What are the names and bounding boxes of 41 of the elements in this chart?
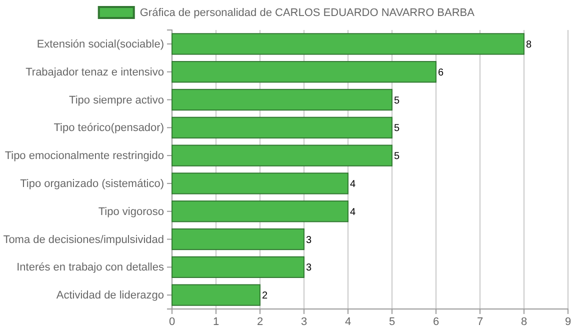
x-tick-label: 0 [168, 316, 176, 328]
y-tick-label: Tipo emocionalmente restringido [4, 150, 164, 162]
data-label: 5 [394, 123, 400, 134]
data-label: 4 [350, 178, 356, 190]
data-label: 3 [306, 262, 312, 274]
data-label: 8 [526, 39, 532, 50]
bar [172, 200, 348, 222]
bar [172, 33, 524, 55]
data-label: 5 [394, 151, 400, 162]
x-tick-label: 5 [388, 316, 396, 328]
x-tick-label: 2 [256, 316, 264, 328]
y-tick-label: Trabajador tenaz e intensivo [26, 66, 164, 78]
y-tick-label: Extensión social(sociable) [36, 38, 164, 50]
legend-label: Gráfica de personalidad de CARLOS EDUARDO NAVARRO BARBA [140, 7, 476, 19]
x-tick-label: 6 [432, 316, 440, 328]
bar [172, 88, 392, 111]
y-tick-label: Tipo organizado (sistemático) [20, 178, 164, 190]
x-tick-label: 1 [212, 316, 220, 328]
y-tick-label: Actividad de liderazgo [56, 290, 164, 302]
y-tick-label: Interés en trabajo con detalles [16, 262, 164, 274]
bar [172, 284, 260, 306]
data-label: 2 [262, 290, 268, 302]
x-tick-label: 3 [300, 316, 308, 328]
y-tick-label: Tipo teórico(pensador) [54, 122, 164, 134]
bar [172, 61, 436, 83]
data-label: 6 [438, 67, 444, 78]
y-tick-label: Tipo siempre activo [69, 94, 164, 106]
bar [172, 116, 392, 138]
data-label: 3 [306, 234, 312, 246]
x-tick-label: 7 [476, 316, 484, 328]
y-tick-label: Toma de decisiones/impulsividad [3, 234, 164, 246]
bar [172, 228, 304, 250]
bar [172, 256, 304, 278]
x-tick-label: 9 [564, 316, 572, 328]
x-tick-label: 8 [520, 316, 528, 328]
data-label: 4 [350, 206, 356, 218]
data-label: 5 [394, 95, 400, 106]
bar [172, 144, 392, 166]
bar [172, 172, 348, 194]
y-tick-label: Tipo vigoroso [98, 206, 164, 218]
x-tick-label: 4 [344, 316, 352, 328]
